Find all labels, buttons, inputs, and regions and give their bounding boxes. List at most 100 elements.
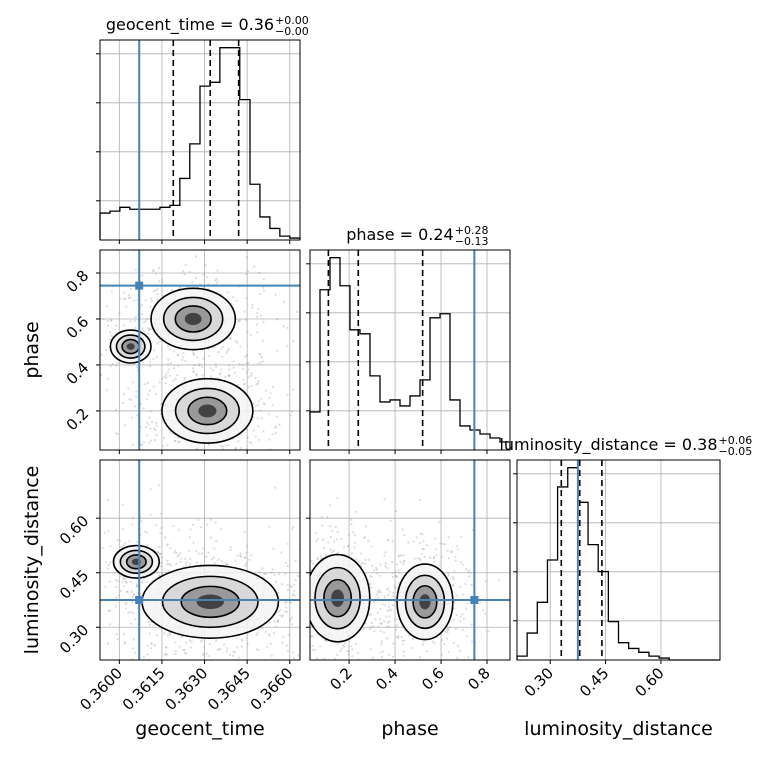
scatter-point	[374, 618, 377, 621]
scatter-point	[148, 416, 151, 419]
scatter-point	[228, 368, 231, 371]
scatter-point	[152, 385, 155, 388]
hist-bin-luminosity_distance-10	[619, 643, 629, 660]
scatter-point	[165, 544, 169, 547]
scatter-point	[467, 656, 470, 659]
scatter-point	[251, 306, 254, 309]
scatter-point	[250, 554, 253, 557]
scatter-point	[124, 297, 127, 301]
scatter-point	[213, 562, 216, 565]
scatter-point	[369, 574, 372, 578]
xtick-label-geocent_time-1: 0.3615	[119, 664, 169, 714]
scatter-point	[106, 642, 110, 645]
scatter-point	[292, 657, 296, 660]
scatter-point	[237, 319, 240, 323]
xtick-label-luminosity_distance-0: 0.30	[521, 664, 557, 700]
scatter-point	[141, 581, 144, 584]
scatter-point	[149, 297, 153, 300]
scatter-point	[163, 654, 167, 657]
scatter-point	[121, 503, 124, 506]
hist-bin-geocent_time-0	[100, 213, 110, 240]
scatter-point	[327, 541, 330, 544]
scatter-point	[398, 693, 400, 695]
scatter-point	[97, 335, 99, 337]
scatter-point	[447, 536, 450, 539]
scatter-point	[454, 559, 457, 562]
scatter-point	[165, 646, 168, 649]
scatter-panel-geocent_time-phase: 0.2 0.4 0.6 0.8	[63, 249, 301, 464]
scatter-point	[316, 556, 319, 560]
scatter-point	[375, 593, 379, 596]
scatter-point	[168, 562, 171, 566]
scatter-point	[393, 571, 397, 574]
scatter-point	[129, 320, 132, 323]
scatter-point	[166, 443, 169, 447]
scatter-point	[87, 603, 89, 605]
scatter-point	[300, 647, 302, 649]
scatter-point	[116, 433, 119, 436]
scatter-point	[350, 522, 353, 526]
scatter-point	[360, 563, 363, 566]
scatter-point	[396, 636, 400, 639]
scatter-point	[107, 609, 110, 612]
scatter-point	[307, 559, 309, 561]
scatter-point	[310, 635, 313, 638]
scatter-point	[278, 423, 281, 426]
scatter-point	[412, 540, 416, 543]
scatter-point	[276, 318, 279, 321]
scatter-point	[294, 578, 297, 582]
scatter-point	[221, 445, 225, 448]
scatter-point	[291, 388, 295, 391]
hist-frame-geocent_time	[99, 39, 301, 241]
scatter-point	[384, 604, 387, 607]
hist-bin-phase-15	[460, 426, 470, 450]
scatter-point	[402, 560, 405, 563]
scatter-point	[208, 643, 211, 646]
scatter-point	[149, 427, 152, 430]
scatter-point	[331, 550, 334, 554]
scatter-point	[149, 365, 152, 368]
scatter-point	[184, 652, 188, 655]
scatter-point	[245, 551, 248, 554]
scatter-point	[401, 643, 405, 646]
scatter-point	[250, 385, 253, 388]
scatter-point	[336, 642, 340, 645]
scatter-point	[403, 559, 406, 563]
scatter-point	[229, 337, 232, 340]
scatter-point	[66, 507, 68, 509]
scatter-point	[195, 372, 198, 375]
scatter-point	[131, 600, 134, 603]
scatter-point	[85, 599, 87, 601]
scatter-point	[230, 462, 232, 464]
scatter-point	[183, 376, 186, 379]
hist-bin-geocent_time-17	[270, 228, 280, 240]
scatter-point	[384, 615, 388, 618]
scatter-point	[264, 630, 267, 633]
scatter-point	[450, 550, 453, 554]
scatter-point	[107, 324, 110, 327]
hist-bin-phase-11	[420, 380, 430, 450]
scatter-point	[158, 280, 161, 283]
scatter-point	[199, 563, 202, 566]
scatter-point	[487, 630, 490, 633]
scatter-point	[181, 358, 184, 362]
scatter-point	[211, 661, 213, 663]
scatter-point	[142, 330, 146, 333]
scatter-point	[393, 584, 396, 587]
scatter-point	[455, 544, 459, 548]
scatter-point	[236, 341, 239, 344]
scatter-point	[213, 547, 216, 550]
scatter-point	[402, 650, 405, 653]
scatter-point	[224, 375, 227, 378]
scatter-point	[291, 651, 295, 654]
scatter-point	[337, 665, 339, 667]
scatter-point	[72, 399, 74, 401]
scatter-point	[367, 539, 370, 542]
scatter-point	[332, 549, 336, 552]
scatter-point	[363, 536, 366, 540]
scatter-point	[339, 537, 343, 541]
scatter-point	[378, 588, 381, 592]
hist-bin-luminosity_distance-12	[639, 652, 649, 660]
scatter-point	[267, 633, 270, 636]
scatter-point	[271, 568, 274, 571]
